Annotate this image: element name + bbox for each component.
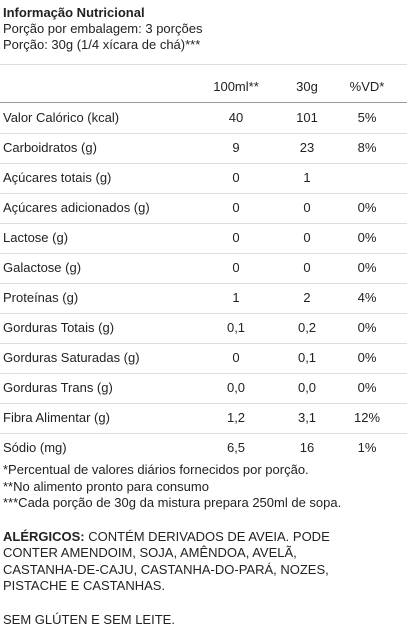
row-label: Valor Calórico (kcal) bbox=[3, 110, 120, 125]
cell: 0 bbox=[232, 350, 240, 365]
rule bbox=[0, 163, 407, 164]
cell: 0 bbox=[303, 230, 311, 245]
cell: 9 bbox=[232, 140, 240, 155]
cell: 0 bbox=[303, 260, 311, 275]
cell: 0 bbox=[232, 200, 240, 215]
cell: 1 bbox=[303, 170, 311, 185]
cell: 3,1 bbox=[297, 410, 317, 425]
rule bbox=[0, 64, 407, 65]
cell: 5% bbox=[357, 110, 377, 125]
column-header: 100ml** bbox=[213, 79, 259, 94]
row-label: Carboidratos (g) bbox=[3, 140, 97, 155]
row-label: Açúcares totais (g) bbox=[3, 170, 112, 185]
cell: 0 bbox=[232, 230, 240, 245]
rule bbox=[0, 403, 407, 404]
cell: 0% bbox=[357, 260, 377, 275]
cell: 4% bbox=[357, 290, 377, 305]
cell: 0,0 bbox=[226, 380, 246, 395]
cell: 16 bbox=[299, 440, 315, 455]
row-label: Açúcares adicionados (g) bbox=[3, 200, 150, 215]
rule bbox=[0, 253, 407, 254]
cell: 101 bbox=[296, 110, 318, 125]
cell: 0% bbox=[357, 320, 377, 335]
cell: 6,5 bbox=[226, 440, 246, 455]
cell: 0,1 bbox=[297, 350, 317, 365]
row-label: Proteínas (g) bbox=[3, 290, 79, 305]
allergen-label: ALÉRGICOS: bbox=[3, 529, 85, 544]
cell: 0 bbox=[232, 260, 240, 275]
row-label: Sódio (mg) bbox=[3, 440, 67, 455]
cell: 1% bbox=[357, 440, 377, 455]
cell: 23 bbox=[299, 140, 315, 155]
rule bbox=[0, 313, 407, 314]
rule bbox=[0, 133, 407, 134]
row-label: Galactose (g) bbox=[3, 260, 82, 275]
cell: 0,1 bbox=[226, 320, 246, 335]
row-label: Gorduras Trans (g) bbox=[3, 380, 113, 395]
rule bbox=[0, 193, 407, 194]
notice: SEM GLÚTEN E SEM LEITE. bbox=[3, 612, 175, 627]
rule bbox=[0, 373, 407, 374]
servings: Porção por embalagem: 3 porções bbox=[3, 21, 203, 36]
allergen-text: CASTANHA-DE-CAJU, CASTANHA-DO-PARÁ, NOZE… bbox=[3, 561, 329, 577]
cell: 40 bbox=[228, 110, 244, 125]
cell: 0 bbox=[232, 170, 240, 185]
row-label: Lactose (g) bbox=[3, 230, 69, 245]
footnote: ***Cada porção de 30g da mistura prepara… bbox=[3, 495, 342, 510]
allergen-line: ALÉRGICOS: CONTÉM DERIVADOS DE AVEIA. PO… bbox=[3, 529, 330, 545]
row-label: Gorduras Totais (g) bbox=[3, 320, 115, 335]
cell: 0% bbox=[357, 200, 377, 215]
column-header: 30g bbox=[296, 79, 318, 94]
cell: 0 bbox=[303, 200, 311, 215]
cell: 1,2 bbox=[226, 410, 246, 425]
rule bbox=[0, 343, 407, 344]
cell: 0% bbox=[357, 380, 377, 395]
portion: Porção: 30g (1/4 xícara de chá)*** bbox=[3, 37, 201, 52]
row-label: Gorduras Saturadas (g) bbox=[3, 350, 140, 365]
footnote: **No alimento pronto para consumo bbox=[3, 478, 209, 494]
allergen-text: CONTÉM DERIVADOS DE AVEIA. PODE bbox=[84, 529, 330, 544]
rule bbox=[0, 223, 407, 224]
footnote: *Percentual de valores diários fornecido… bbox=[3, 462, 309, 477]
row-label: Fibra Alimentar (g) bbox=[3, 410, 110, 425]
allergen-text: PISTACHE E CASTANHAS. bbox=[3, 578, 166, 593]
rule bbox=[0, 102, 407, 103]
cell: 0,0 bbox=[297, 380, 317, 395]
cell: 0% bbox=[357, 230, 377, 245]
rule bbox=[0, 283, 407, 284]
allergen-text: CONTER AMENDOIM, SOJA, AMÊNDOA, AVELÃ, bbox=[3, 545, 297, 560]
cell: 1 bbox=[232, 290, 240, 305]
cell: 2 bbox=[303, 290, 311, 305]
cell: 12% bbox=[353, 410, 381, 425]
rule bbox=[0, 433, 407, 434]
cell: 0,2 bbox=[297, 320, 317, 335]
cell: 8% bbox=[357, 140, 377, 155]
column-header: %VD* bbox=[349, 79, 385, 94]
cell: 0% bbox=[357, 350, 377, 365]
title: Informação Nutricional bbox=[3, 5, 145, 20]
